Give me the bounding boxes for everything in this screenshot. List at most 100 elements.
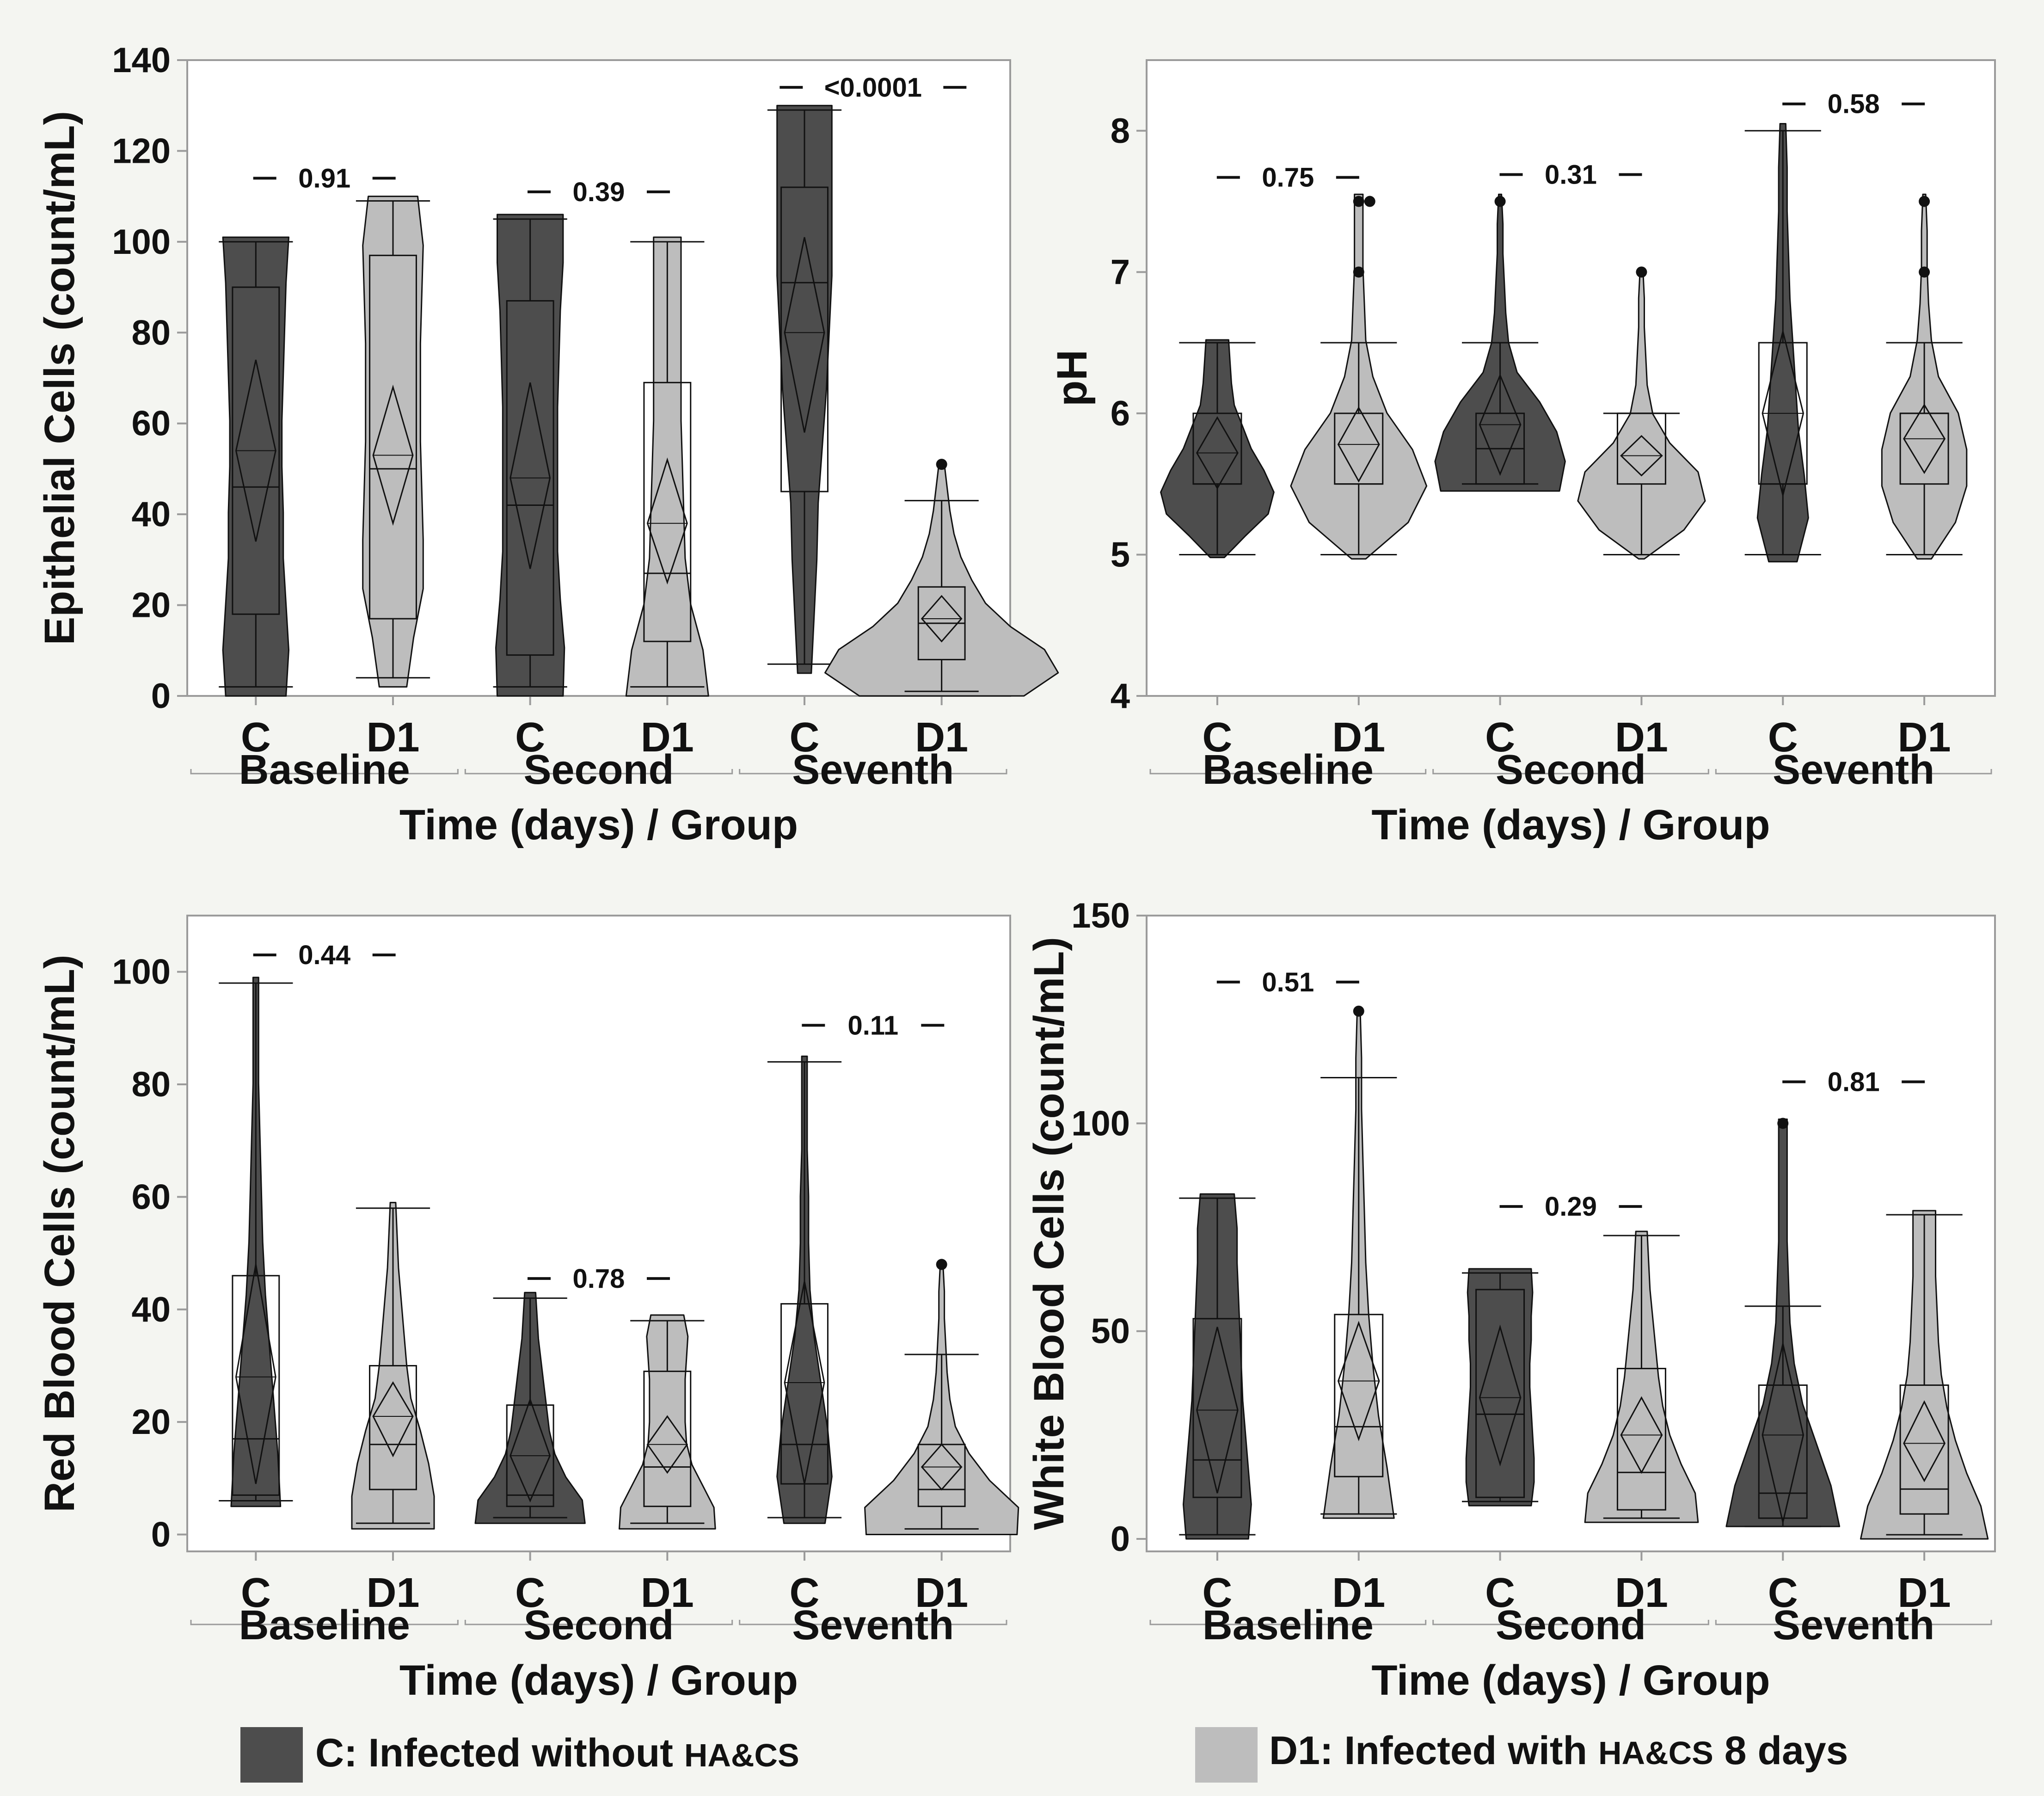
group-label: Baseline	[239, 1602, 410, 1648]
outlier-point	[1364, 196, 1375, 207]
legend-swatch-c	[240, 1727, 303, 1783]
group-bracket	[739, 1620, 1007, 1625]
x-tick-label: D1	[366, 1570, 419, 1616]
group-bracket	[1149, 1620, 1427, 1625]
y-tick-label: 80	[131, 313, 171, 352]
p-value-label: 0.29	[1545, 1192, 1597, 1222]
mean-ci-diamond	[784, 237, 825, 433]
outlier-point	[1353, 196, 1364, 207]
outlier-point	[936, 459, 947, 470]
group-bracket	[1432, 769, 1709, 775]
mean-ci-diamond	[1337, 406, 1380, 483]
group-bracket	[190, 769, 459, 775]
plot-area	[1146, 915, 1996, 1552]
p-value-label: 0.44	[298, 940, 350, 970]
mean-ci-diamond	[1762, 1343, 1804, 1523]
legend-swatch-d1	[1195, 1727, 1258, 1783]
x-tick-label: C	[1485, 1570, 1515, 1616]
x-tick-label: C	[1768, 1570, 1798, 1616]
p-value-label: 0.51	[1262, 967, 1314, 997]
group-bracket	[1715, 769, 1992, 775]
outlier-point	[1353, 266, 1364, 278]
mean-ci-diamond	[1337, 1321, 1380, 1441]
mean-ci-diamond	[1903, 1400, 1946, 1482]
y-tick-label: 140	[112, 41, 171, 80]
x-tick-label: D1	[1332, 714, 1385, 761]
y-tick-label: 8	[1111, 111, 1130, 151]
group-label: Second	[523, 747, 674, 793]
group-bracket	[1432, 1620, 1709, 1625]
x-tick-label: D1	[641, 1570, 694, 1616]
plot-area	[186, 915, 1011, 1552]
y-axis-title: White Blood Cells (count/mL)	[1025, 937, 1073, 1530]
mean-ci-diamond	[1903, 403, 1946, 474]
group-bracket	[1715, 1620, 1992, 1625]
x-tick-label: D1	[366, 714, 419, 761]
p-value-label: 0.11	[847, 1010, 898, 1040]
x-tick-label: C	[1485, 714, 1515, 761]
mean-ci-diamond	[1196, 1327, 1239, 1494]
x-tick-label: D1	[1898, 714, 1951, 761]
y-tick-label: 120	[112, 131, 171, 171]
mean-ci-diamond	[1620, 435, 1663, 477]
p-value-label: 0.91	[298, 163, 350, 193]
y-tick-label: 100	[112, 953, 171, 992]
mean-ci-diamond	[921, 1443, 963, 1491]
mean-ci-diamond	[509, 382, 551, 569]
y-axis-title: Epithelial Cells (count/mL)	[36, 111, 83, 645]
mean-ci-diamond	[646, 1415, 688, 1474]
y-tick-label: 60	[131, 1177, 171, 1217]
mean-ci-diamond	[1479, 1324, 1522, 1467]
violin-shape	[776, 105, 833, 674]
legend-label-c: C: Infected without HA&CS	[315, 1731, 799, 1775]
y-tick-label: 0	[151, 677, 171, 716]
y-axis-title: Red Blood Cells (count/mL)	[36, 954, 83, 1512]
group-bracket	[464, 1620, 733, 1625]
outlier-point	[1919, 196, 1930, 207]
x-tick-label: D1	[1332, 1570, 1385, 1616]
y-tick-label: 20	[131, 586, 171, 625]
y-tick-label: 60	[131, 404, 171, 443]
y-tick-label: 4	[1111, 677, 1130, 716]
x-tick-label: C	[241, 714, 271, 761]
y-tick-label: 150	[1071, 896, 1130, 935]
group-bracket	[739, 769, 1007, 775]
x-axis-title: Time (days) / Group	[399, 801, 798, 849]
mean-ci-diamond	[646, 457, 688, 585]
x-axis-title: Time (days) / Group	[1371, 1657, 1770, 1704]
x-tick-label: D1	[915, 714, 968, 761]
x-tick-label: D1	[641, 714, 694, 761]
violin-shape	[1183, 1193, 1252, 1540]
group-label: Seventh	[1773, 1602, 1934, 1648]
x-tick-label: D1	[915, 1570, 968, 1616]
group-bracket	[464, 769, 733, 775]
plot-area	[186, 59, 1011, 697]
group-label: Seventh	[792, 747, 954, 793]
y-tick-label: 100	[112, 222, 171, 262]
group-label: Baseline	[1203, 1602, 1374, 1648]
outlier-point	[1777, 1118, 1789, 1129]
violin-shape	[362, 196, 424, 688]
group-bracket	[190, 1620, 459, 1625]
y-tick-label: 6	[1111, 394, 1130, 433]
x-tick-label: C	[1202, 1570, 1232, 1616]
p-value-label: 0.39	[573, 177, 625, 207]
y-tick-label: 50	[1091, 1312, 1130, 1351]
violin-shape	[495, 214, 565, 697]
mean-ci-diamond	[1196, 416, 1239, 490]
mean-ci-diamond	[1620, 1396, 1663, 1474]
x-tick-label: C	[790, 1570, 820, 1616]
y-tick-label: 80	[131, 1065, 171, 1104]
legend: C: Infected without HA&CS D1: Infected w…	[240, 1727, 1848, 1783]
p-value-label: 0.81	[1828, 1067, 1880, 1097]
y-tick-label: 100	[1071, 1104, 1130, 1143]
group-label: Seventh	[792, 1602, 954, 1648]
mean-ci-diamond	[372, 1381, 414, 1458]
x-tick-label: C	[1202, 714, 1232, 761]
outlier-point	[1636, 266, 1647, 278]
